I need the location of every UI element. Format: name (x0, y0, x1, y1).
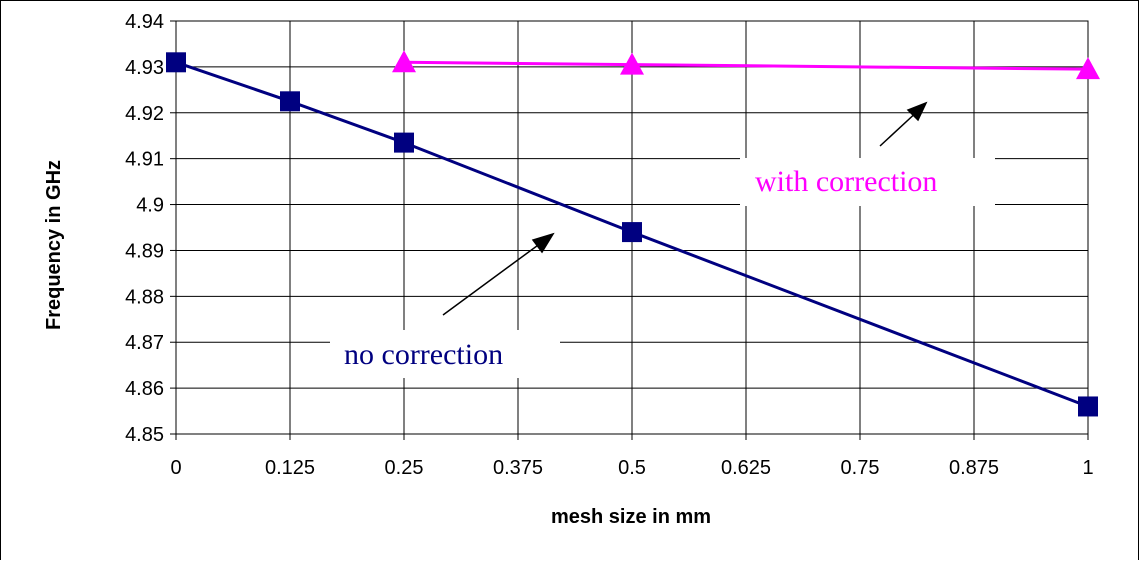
tick-labels: 4.85 4.86 4.87 4.88 4.89 4.9 4.91 4.92 4.93 4.94 0… (125, 11, 1094, 479)
no-correction-point (166, 52, 186, 73)
with-correction-label: with correction (755, 165, 937, 198)
y-tick-label: 4.86 (125, 378, 164, 400)
x-tick-label: 0.25 (385, 457, 424, 479)
with-correction-point (392, 50, 416, 73)
y-tick-label: 4.88 (125, 286, 164, 308)
no-correction-point (394, 132, 414, 153)
series-markers (166, 50, 1100, 417)
x-tick-label: 0.625 (721, 457, 771, 479)
y-tick-label: 4.87 (125, 332, 164, 354)
x-tick-label: 0.375 (493, 457, 543, 479)
with-correction-arrowhead (906, 101, 928, 122)
x-tick-label: 0.75 (841, 457, 880, 479)
y-tick-label: 4.89 (125, 240, 164, 262)
y-tick-label: 4.91 (125, 149, 164, 171)
no-correction-point (1078, 396, 1098, 417)
annotation-arrows (442, 101, 928, 316)
x-tick-label: 0.875 (949, 457, 999, 479)
y-tick-label: 4.85 (125, 424, 164, 446)
y-tick-label: 4.93 (125, 57, 164, 79)
x-tick-label: 0.5 (618, 457, 646, 479)
y-tick-label: 4.9 (136, 195, 164, 217)
no-correction-arrowhead (531, 232, 555, 254)
y-tick-label: 4.92 (125, 103, 164, 125)
no-correction-label: no correction (344, 338, 503, 371)
no-correction-point (280, 91, 300, 112)
y-axis-title: Frequency in GHz (43, 160, 65, 330)
x-axis-title: mesh size in mm (551, 506, 711, 528)
with-correction-point (1076, 57, 1100, 80)
with-correction-label-bg (740, 158, 995, 206)
no-correction-label-bg (330, 330, 560, 378)
x-tick-label: 0.125 (265, 457, 315, 479)
x-tick-label: 1 (1082, 457, 1093, 479)
y-tick-label: 4.94 (125, 11, 164, 33)
no-correction-arrow (442, 239, 546, 316)
plot-area-border (175, 20, 1089, 435)
with-correction-point (620, 52, 644, 75)
no-correction-point (622, 222, 642, 243)
x-tick-label: 0 (170, 457, 181, 479)
